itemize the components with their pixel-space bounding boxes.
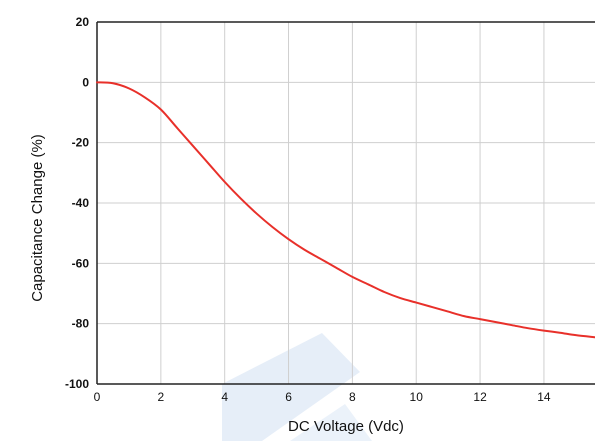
y-tick-label: -80 [72, 317, 90, 331]
y-tick-label: -60 [72, 256, 90, 270]
series-layer [96, 81, 595, 339]
x-tick-label: 2 [158, 390, 165, 404]
y-tick-label: 20 [76, 15, 90, 29]
y-tick-label: -100 [65, 377, 89, 391]
y-axis-title: Capacitance Change (%) [29, 134, 46, 302]
watermark-logo [222, 333, 372, 441]
x-tick-label: 0 [94, 390, 101, 404]
x-tick-label: 8 [349, 390, 356, 404]
x-tick-label: 10 [410, 390, 424, 404]
x-axis-title: DC Voltage (Vdc) [288, 418, 404, 435]
x-tick-label: 6 [285, 390, 292, 404]
series-line [96, 81, 595, 339]
x-tick-labels: 0 2 4 6 8 10 12 14 [94, 390, 551, 404]
y-tick-label: 0 [82, 75, 89, 89]
y-tick-labels: 20 0 -20 -40 -60 -80 -100 [65, 15, 89, 391]
x-tick-label: 14 [537, 390, 551, 404]
y-tick-label: -40 [72, 196, 90, 210]
grid-lines [97, 22, 595, 384]
watermark-shape [290, 404, 372, 441]
x-tick-label: 12 [473, 390, 487, 404]
watermark-shape [222, 333, 360, 441]
y-tick-label: -20 [72, 136, 90, 150]
x-tick-label: 4 [221, 390, 228, 404]
